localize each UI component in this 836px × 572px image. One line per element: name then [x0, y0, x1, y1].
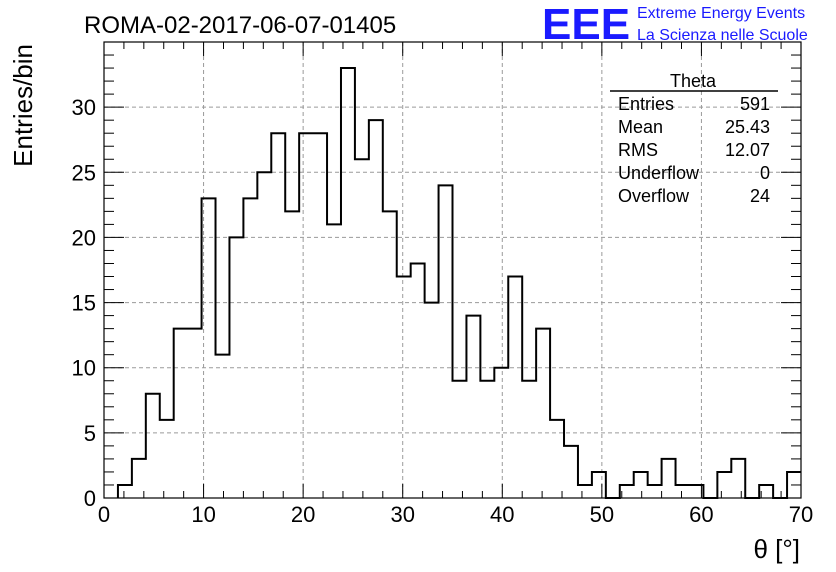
histogram-bin	[202, 198, 216, 498]
histogram-bin	[536, 329, 550, 498]
histogram-bin	[480, 381, 494, 498]
histogram-bin	[397, 277, 411, 498]
x-tick-label: 60	[689, 502, 713, 527]
histogram-bin	[118, 485, 132, 498]
stats-value-mean: 25.43	[725, 117, 770, 137]
histogram-bin	[717, 472, 731, 498]
histogram-bin	[383, 211, 397, 498]
histogram-bin	[341, 68, 355, 498]
x-tick-labels: 0 10 20 30 40 50 60 70	[98, 502, 813, 527]
y-tick-label: 25	[72, 160, 96, 185]
x-tick-label: 30	[390, 502, 414, 527]
histogram-bin	[216, 355, 230, 498]
stats-label-rms: RMS	[618, 140, 658, 160]
y-tick-label: 0	[84, 486, 96, 511]
stats-box: Theta Entries 591 Mean 25.43 RMS 12.07 U…	[610, 71, 778, 206]
histogram-bin	[676, 485, 690, 498]
histogram-bin	[522, 381, 536, 498]
stats-value-rms: 12.07	[725, 140, 770, 160]
grid-lines	[104, 42, 801, 498]
y-tick-label: 20	[72, 225, 96, 250]
histogram-bin	[411, 263, 425, 498]
histogram-bin	[257, 172, 271, 498]
y-axis-label: Entries/bin	[8, 44, 38, 167]
histogram-bin	[146, 394, 160, 498]
histogram-bin	[662, 459, 676, 498]
histogram-bin	[425, 303, 439, 498]
stats-title: Theta	[670, 71, 717, 91]
histogram-bin	[369, 120, 383, 498]
x-axis-label: θ [°]	[753, 534, 800, 564]
histogram-bins	[118, 68, 801, 498]
axis-ticks	[103, 41, 802, 499]
chart-title: ROMA-02-2017-06-07-01405	[84, 12, 396, 39]
y-tick-label: 10	[72, 356, 96, 381]
y-tick-labels: 0 5 10 15 20 25 30	[72, 95, 96, 511]
histogram-bin	[160, 420, 174, 498]
histogram-bin	[327, 224, 341, 498]
histogram-bin	[313, 133, 327, 498]
histogram-bin	[578, 485, 592, 498]
histogram-bin	[564, 446, 578, 498]
histogram-bin	[174, 329, 188, 498]
histogram-bin	[634, 472, 648, 498]
stats-label-overflow: Overflow	[618, 186, 690, 206]
histogram-bin	[508, 277, 522, 498]
plot-frame	[103, 41, 802, 499]
histogram-outline	[116, 67, 801, 499]
histogram-bin	[271, 133, 285, 498]
histogram-bin	[355, 159, 369, 498]
x-tick-label: 70	[789, 502, 813, 527]
eee-logo-line-2: La Scienza nelle Scuole	[637, 27, 808, 44]
histogram-bin	[731, 459, 745, 498]
x-tick-label: 40	[490, 502, 514, 527]
y-tick-label: 15	[72, 291, 96, 316]
histogram-bin	[299, 133, 313, 498]
stats-value-entries: 591	[740, 94, 770, 114]
stats-label-mean: Mean	[618, 117, 663, 137]
x-tick-label: 20	[291, 502, 315, 527]
stats-value-underflow: 0	[760, 163, 770, 183]
histogram-bin	[453, 381, 467, 498]
x-tick-label: 0	[98, 502, 110, 527]
y-tick-label: 30	[72, 95, 96, 120]
eee-logo-mark: EEE	[542, 0, 630, 49]
histogram-bin	[550, 420, 564, 498]
histogram-bin	[466, 316, 480, 498]
eee-logo: EEE Extreme Energy Events La Scienza nel…	[542, 0, 808, 49]
eee-logo-line-1: Extreme Energy Events	[637, 5, 805, 22]
histogram-bin	[439, 185, 453, 498]
histogram-bin	[243, 198, 257, 498]
histogram-bin	[592, 472, 606, 498]
x-tick-label: 50	[590, 502, 614, 527]
x-tick-label: 10	[191, 502, 215, 527]
stats-label-entries: Entries	[618, 94, 674, 114]
y-tick-label: 5	[84, 421, 96, 446]
stats-value-overflow: 24	[750, 186, 770, 206]
stats-label-underflow: Underflow	[618, 163, 700, 183]
histogram-bin	[648, 485, 662, 498]
histogram-bin	[188, 329, 202, 498]
histogram-bin	[285, 211, 299, 498]
